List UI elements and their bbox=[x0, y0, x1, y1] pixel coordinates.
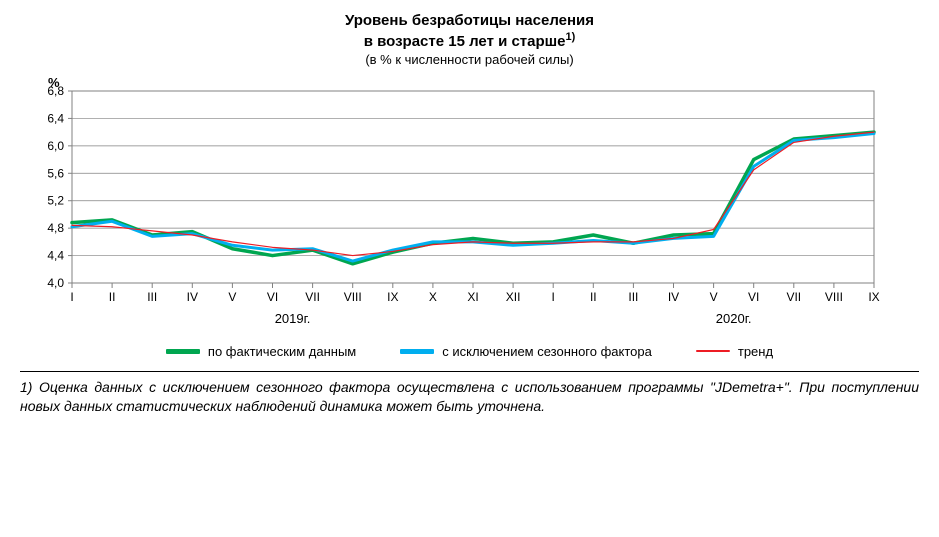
svg-text:VI: VI bbox=[748, 290, 759, 304]
svg-text:5,6: 5,6 bbox=[47, 166, 64, 180]
svg-text:I: I bbox=[552, 290, 555, 304]
subtitle: (в % к численности рабочей силы) bbox=[20, 52, 919, 67]
svg-text:V: V bbox=[228, 290, 236, 304]
legend-item-actual: по фактическим данным bbox=[166, 344, 356, 359]
y-axis-label: % bbox=[48, 75, 60, 90]
svg-text:VIII: VIII bbox=[344, 290, 362, 304]
svg-text:4,0: 4,0 bbox=[47, 276, 64, 290]
svg-text:6,4: 6,4 bbox=[47, 111, 64, 125]
svg-text:X: X bbox=[429, 290, 437, 304]
legend-item-seasonal: с исключением сезонного фактора bbox=[400, 344, 652, 359]
svg-text:III: III bbox=[628, 290, 638, 304]
chart-container: % 4,04,44,85,25,66,06,46,8IIIIIIIVVVIVII… bbox=[20, 73, 919, 338]
svg-text:I: I bbox=[70, 290, 73, 304]
svg-text:V: V bbox=[710, 290, 718, 304]
line-chart: 4,04,44,85,25,66,06,46,8IIIIIIIVVVIVIIVI… bbox=[20, 73, 890, 333]
svg-text:VI: VI bbox=[267, 290, 278, 304]
svg-text:5,2: 5,2 bbox=[47, 193, 64, 207]
title-line-2: в возрасте 15 лет и старше1) bbox=[20, 31, 919, 52]
title-line-1: Уровень безработицы населения bbox=[20, 12, 919, 31]
legend-label-actual: по фактическим данным bbox=[208, 344, 356, 359]
legend-swatch-trend bbox=[696, 350, 730, 352]
svg-text:IV: IV bbox=[668, 290, 679, 304]
svg-text:XII: XII bbox=[506, 290, 521, 304]
svg-text:IX: IX bbox=[387, 290, 398, 304]
svg-text:II: II bbox=[590, 290, 597, 304]
svg-text:III: III bbox=[147, 290, 157, 304]
chart-title-block: Уровень безработицы населения в возрасте… bbox=[20, 12, 919, 67]
legend-swatch-actual bbox=[166, 349, 200, 354]
legend-swatch-seasonal bbox=[400, 349, 434, 354]
svg-text:6,0: 6,0 bbox=[47, 138, 64, 152]
svg-text:VII: VII bbox=[305, 290, 320, 304]
legend-label-trend: тренд bbox=[738, 344, 773, 359]
legend-item-trend: тренд bbox=[696, 344, 773, 359]
svg-text:4,8: 4,8 bbox=[47, 221, 64, 235]
svg-text:2020г.: 2020г. bbox=[716, 311, 752, 326]
svg-text:VIII: VIII bbox=[825, 290, 843, 304]
legend-label-seasonal: с исключением сезонного фактора bbox=[442, 344, 652, 359]
svg-text:IX: IX bbox=[868, 290, 879, 304]
svg-text:XI: XI bbox=[467, 290, 478, 304]
footnote-separator bbox=[20, 371, 919, 372]
svg-text:VII: VII bbox=[786, 290, 801, 304]
svg-text:2019г.: 2019г. bbox=[275, 311, 311, 326]
svg-text:II: II bbox=[109, 290, 116, 304]
legend: по фактическим данным с исключением сезон… bbox=[20, 344, 919, 359]
svg-text:4,4: 4,4 bbox=[47, 248, 64, 262]
svg-text:IV: IV bbox=[187, 290, 198, 304]
footnote-text: 1) Оценка данных с исключением сезонного… bbox=[20, 378, 919, 417]
